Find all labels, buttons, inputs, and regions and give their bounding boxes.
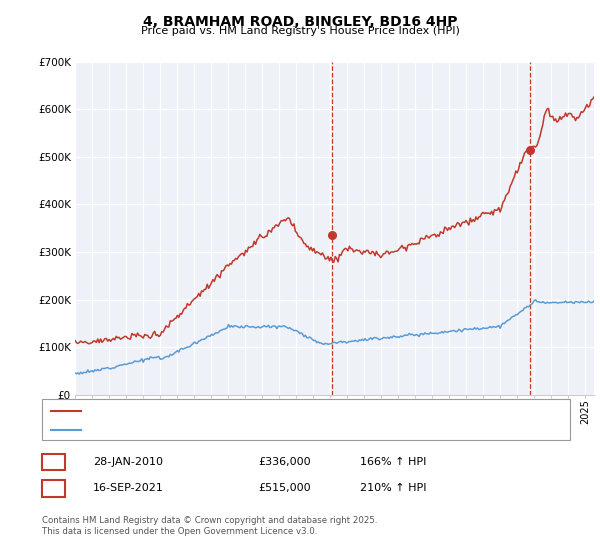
Text: Price paid vs. HM Land Registry's House Price Index (HPI): Price paid vs. HM Land Registry's House … bbox=[140, 26, 460, 36]
Text: £336,000: £336,000 bbox=[258, 457, 311, 467]
Text: 210% ↑ HPI: 210% ↑ HPI bbox=[360, 483, 427, 493]
Text: 2: 2 bbox=[50, 483, 57, 493]
Text: 1: 1 bbox=[0, 559, 1, 560]
Text: 28-JAN-2010: 28-JAN-2010 bbox=[93, 457, 163, 467]
Text: 2: 2 bbox=[0, 559, 1, 560]
Text: HPI: Average price, semi-detached house, Bradford: HPI: Average price, semi-detached house,… bbox=[87, 424, 343, 435]
Text: Contains HM Land Registry data © Crown copyright and database right 2025.
This d: Contains HM Land Registry data © Crown c… bbox=[42, 516, 377, 536]
Text: 4, BRAMHAM ROAD, BINGLEY, BD16 4HP (semi-detached house): 4, BRAMHAM ROAD, BINGLEY, BD16 4HP (semi… bbox=[87, 405, 407, 416]
Text: 16-SEP-2021: 16-SEP-2021 bbox=[93, 483, 164, 493]
Text: 4, BRAMHAM ROAD, BINGLEY, BD16 4HP: 4, BRAMHAM ROAD, BINGLEY, BD16 4HP bbox=[143, 15, 457, 29]
Text: 1: 1 bbox=[50, 457, 57, 467]
Text: 166% ↑ HPI: 166% ↑ HPI bbox=[360, 457, 427, 467]
Text: £515,000: £515,000 bbox=[258, 483, 311, 493]
